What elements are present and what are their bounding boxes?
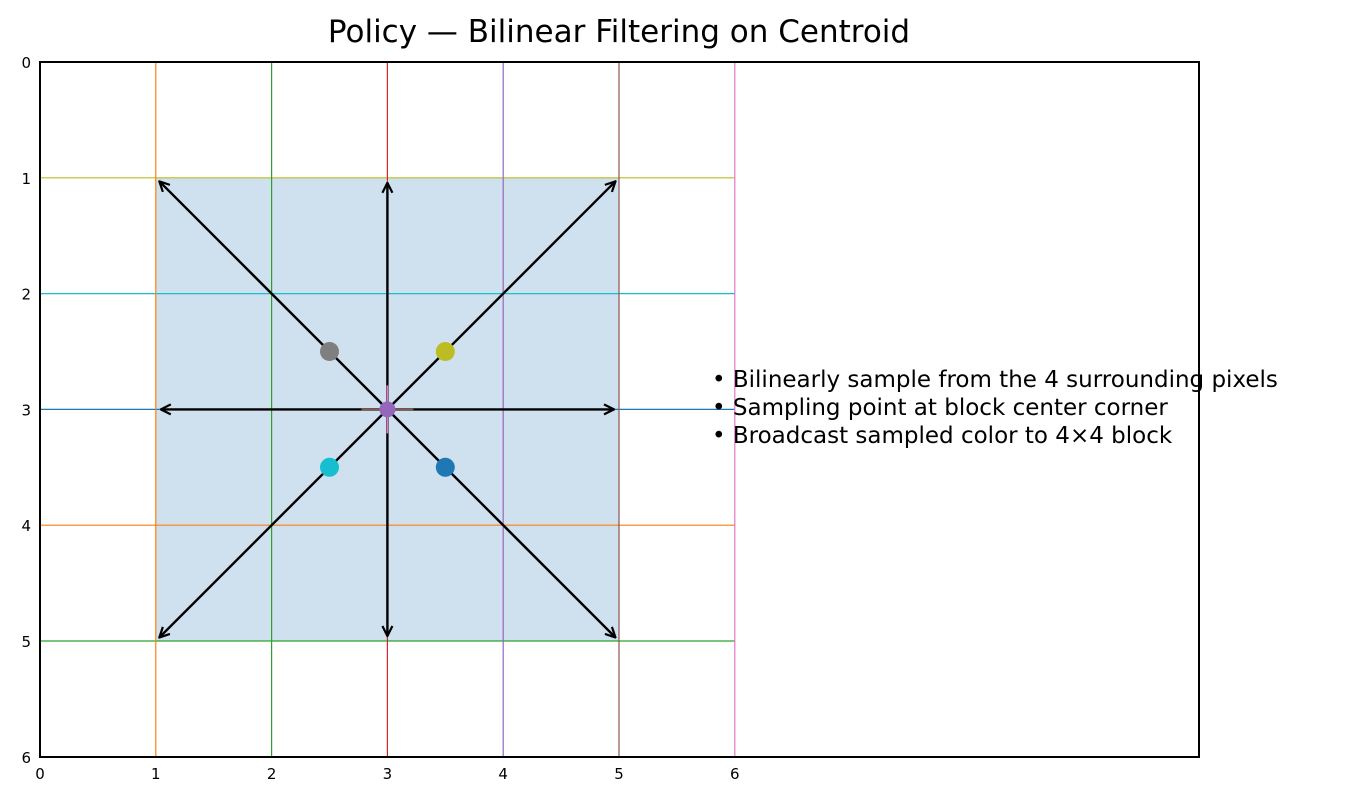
- sample-point: [435, 342, 455, 361]
- y-tick-label: 1: [21, 170, 31, 188]
- plot-frame: [39, 61, 1200, 758]
- x-tick-label: 4: [498, 765, 508, 783]
- broadcast-arrow: [159, 181, 389, 411]
- x-tick-label: 1: [151, 765, 161, 783]
- x-tick-label: 6: [730, 765, 740, 783]
- centroid-point: [379, 401, 396, 418]
- x-tick-label: 0: [35, 765, 45, 783]
- chart-title: Policy — Bilinear Filtering on Centroid: [327, 14, 911, 50]
- bullet-item: • Sampling point at block center corner: [712, 395, 1168, 421]
- x-tick-label: 5: [614, 765, 624, 783]
- y-tick-label: 0: [21, 54, 31, 72]
- broadcast-arrow: [159, 408, 389, 637]
- broadcast-arrow: [386, 408, 615, 637]
- x-tick-label: 3: [383, 765, 393, 783]
- bullet-list: • Bilinearly sample from the 4 surroundi…: [712, 366, 1278, 450]
- sample-point: [435, 457, 455, 477]
- sample-point: [320, 457, 339, 477]
- y-tick-label: 5: [21, 633, 31, 651]
- bullet-item: • Broadcast sampled color to 4×4 block: [712, 423, 1173, 449]
- broadcast-arrow: [386, 181, 615, 411]
- y-tick-label: 2: [21, 286, 31, 304]
- y-tick-label: 4: [21, 517, 31, 535]
- y-tick-label: 6: [21, 749, 31, 767]
- sample-point: [320, 342, 339, 361]
- bullet-item: • Bilinearly sample from the 4 surroundi…: [712, 367, 1278, 393]
- x-tick-label: 2: [267, 765, 277, 783]
- y-tick-label: 3: [21, 401, 31, 419]
